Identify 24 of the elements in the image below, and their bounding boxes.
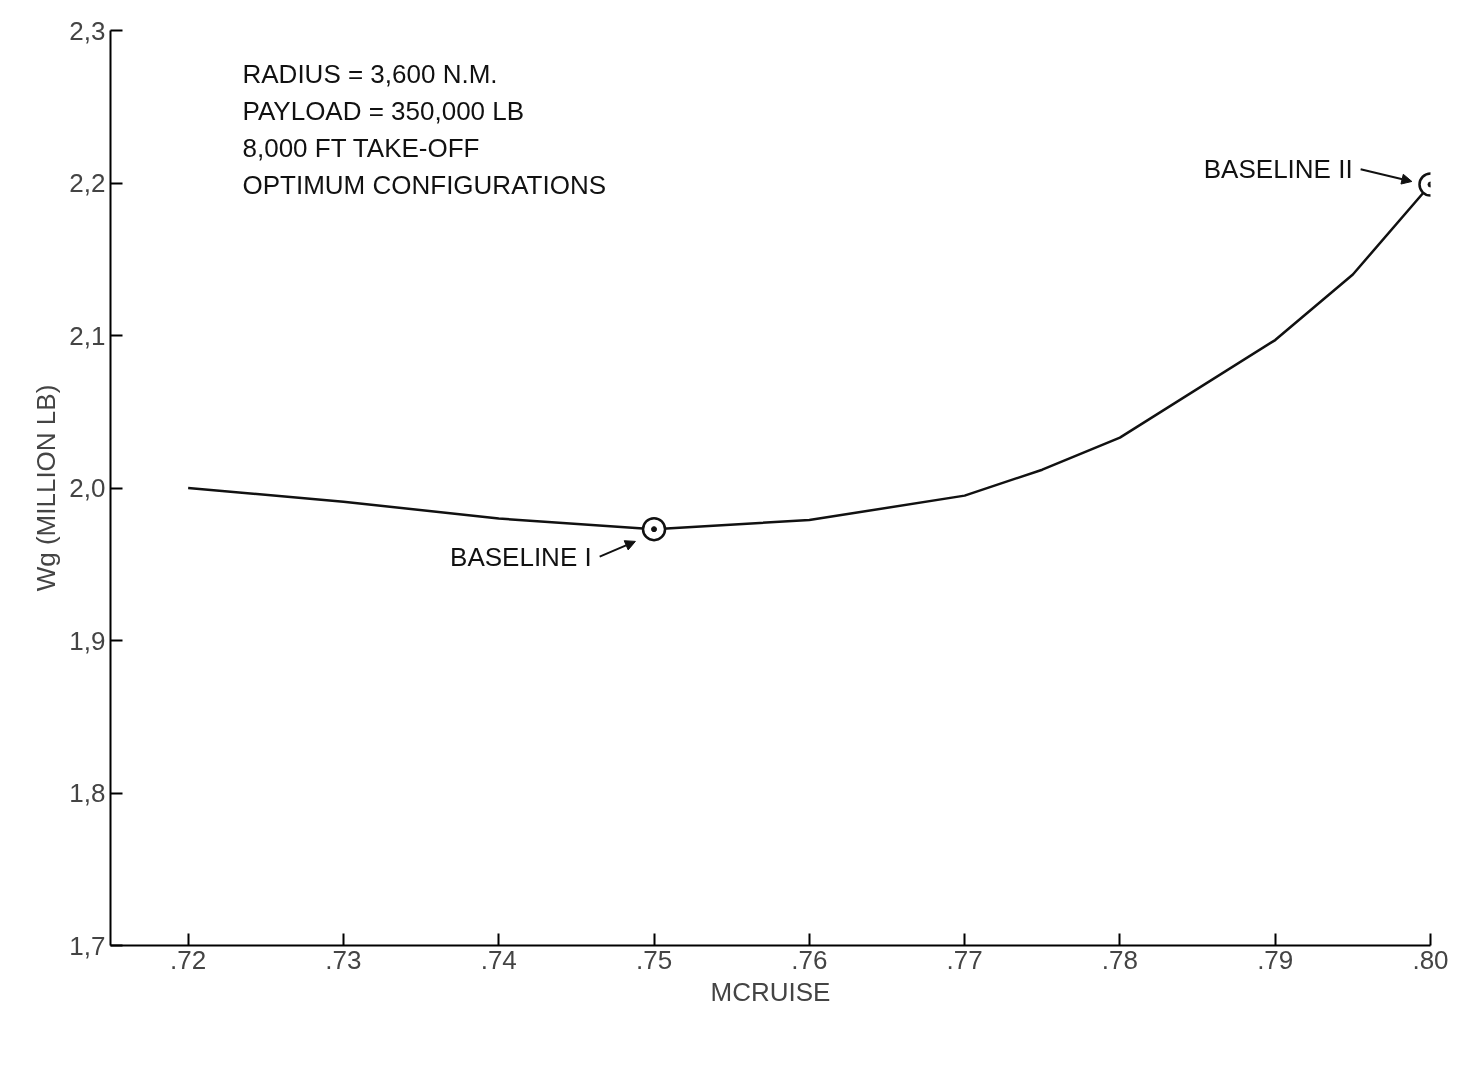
y-tick-label: 2,3 bbox=[69, 15, 106, 46]
y-axis-title: Wg (MILLION LB) bbox=[31, 384, 62, 592]
x-tick-label: .77 bbox=[946, 944, 983, 975]
annotation: RADIUS = 3,600 N.M. bbox=[242, 58, 498, 89]
annotation: OPTIMUM CONFIGURATIONS bbox=[242, 169, 607, 200]
annotation: BASELINE II bbox=[1203, 154, 1353, 185]
annotation: BASELINE I bbox=[450, 541, 592, 572]
y-tick-label: 2,2 bbox=[69, 168, 106, 198]
annotation: 8,000 FT TAKE-OFF bbox=[242, 132, 480, 163]
y-tick-label: 1,8 bbox=[69, 778, 106, 808]
x-tick-label: .72 bbox=[170, 944, 207, 975]
x-tick-label: .74 bbox=[480, 944, 517, 975]
y-tick-label: 2,1 bbox=[69, 320, 106, 351]
y-tick-label: 1,9 bbox=[69, 625, 106, 656]
x-tick-label: .80 bbox=[1412, 944, 1449, 975]
x-tick-label: .78 bbox=[1101, 944, 1138, 975]
y-tick-label: 2,0 bbox=[69, 473, 106, 503]
x-tick-label: .76 bbox=[791, 944, 828, 975]
x-tick-label: .75 bbox=[635, 944, 673, 975]
annotation: PAYLOAD = 350,000 LB bbox=[242, 95, 525, 126]
x-axis-title: MCRUISE bbox=[710, 976, 831, 1007]
x-tick-label: .73 bbox=[325, 944, 362, 975]
y-tick-label: 1,7 bbox=[69, 930, 106, 961]
x-tick-label: .79 bbox=[1257, 944, 1294, 975]
